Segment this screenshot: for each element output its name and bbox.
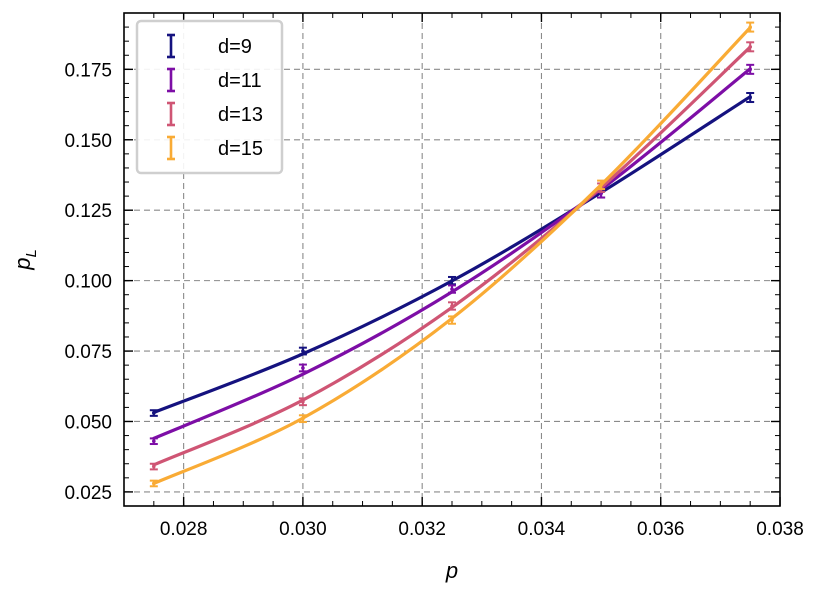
data-point <box>152 481 156 486</box>
x-tick-label: 0.034 <box>518 519 566 540</box>
y-axis-label: pL <box>10 249 40 271</box>
data-point <box>301 399 305 404</box>
legend-label: d=9 <box>218 36 252 58</box>
data-point <box>599 183 603 187</box>
data-point <box>748 25 752 29</box>
y-tick-label: 0.050 <box>64 412 112 433</box>
x-tick-label: 0.036 <box>637 519 685 540</box>
x-tick-label: 0.028 <box>160 519 208 540</box>
legend: d=9 d=11 d=13 d=15 <box>135 19 284 175</box>
tick-labels: 0.028 0.030 0.032 0.034 0.036 0.038 0.025 0.050… <box>64 60 803 540</box>
ticks <box>123 12 781 507</box>
series-d=15 <box>149 21 755 488</box>
x-axis-label: p <box>445 558 458 583</box>
y-tick-label: 0.125 <box>64 201 112 222</box>
y-tick-label: 0.100 <box>64 272 112 293</box>
x-tick-label: 0.038 <box>756 519 804 540</box>
data-point <box>748 67 752 72</box>
data-point <box>152 411 156 415</box>
legend-box <box>135 19 284 175</box>
data-point <box>450 278 454 283</box>
legend-entry: d=15 <box>167 135 263 161</box>
data-point <box>152 464 156 469</box>
y-tick-label: 0.075 <box>64 342 112 363</box>
data-point <box>748 95 752 100</box>
data-point <box>450 318 454 322</box>
data-point <box>152 439 156 444</box>
x-tick-label: 0.032 <box>398 519 446 540</box>
data-point <box>301 366 305 370</box>
data-point <box>301 416 305 421</box>
data-point <box>450 287 454 291</box>
data-point <box>748 45 752 49</box>
data-point <box>450 304 454 308</box>
x-tick-label: 0.030 <box>279 519 327 540</box>
y-tick-label: 0.150 <box>64 131 112 152</box>
fit-line <box>152 26 752 486</box>
y-tick-label: 0.025 <box>64 483 112 504</box>
legend-label: d=15 <box>218 138 263 160</box>
legend-entry: d=9 <box>167 33 252 59</box>
legend-label: d=13 <box>218 104 263 126</box>
y-tick-label: 0.175 <box>64 60 112 81</box>
y-axis-label-subscript: L <box>23 249 40 257</box>
y-axis-label-main: p <box>10 258 35 271</box>
series-group <box>149 21 755 488</box>
legend-entry: d=11 <box>167 67 262 93</box>
legend-entry: d=13 <box>167 101 263 127</box>
data-point <box>301 349 305 353</box>
legend-label: d=11 <box>218 70 262 92</box>
